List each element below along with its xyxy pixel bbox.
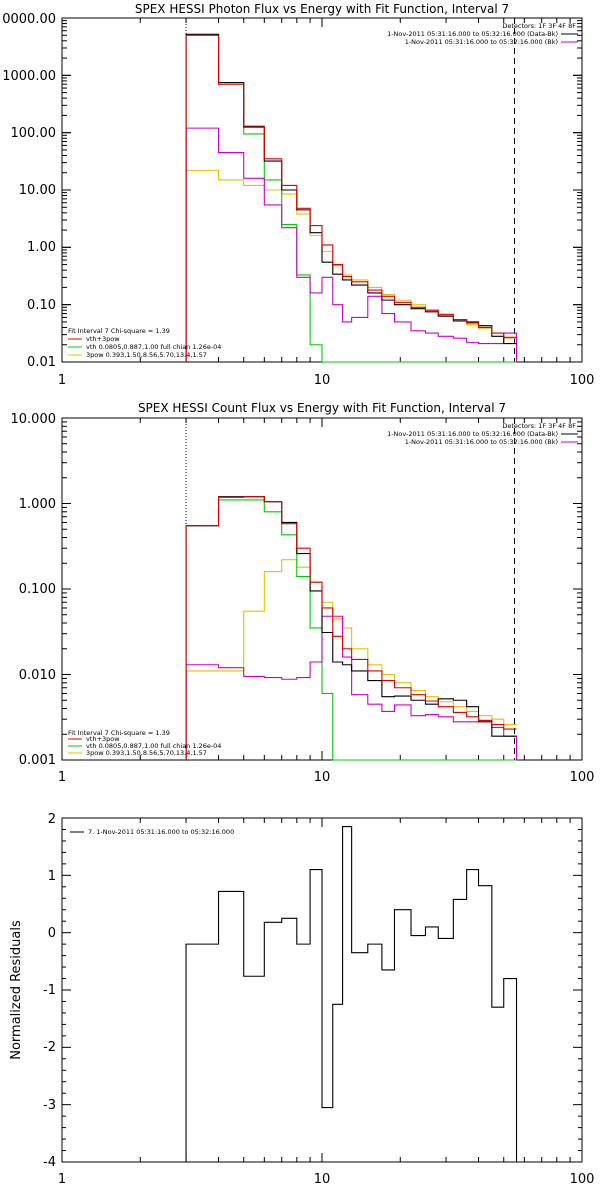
residuals-ytick-5: 1 [48, 869, 56, 884]
count-flux-legend-pow: 3pow 0.393,1.50,8.56,5.70,13.4,1.57 [86, 749, 207, 757]
count-flux-xtick-100: 100 [570, 770, 595, 785]
count-flux-series-total [185, 496, 517, 760]
count-flux-legend-data-bk: 1-Nov-2011 05:31:16.000 to 05:32:16.000 … [387, 430, 558, 438]
photon-flux-legend-bk: 1-Nov-2011 05:31:16.000 to 05:32:16.000 … [405, 38, 558, 46]
photon-flux-ytick-2: 1.00 [27, 240, 56, 255]
photon-flux-ytick-5: 1000.00 [2, 69, 56, 84]
residuals-ytick-3: -1 [43, 983, 56, 998]
count-flux-ytick-1: 0.010 [19, 668, 56, 683]
photon-flux-legend-detectors: Detectors: 1F 3F 4F 8F [502, 22, 576, 30]
residuals-ytick-4: 0 [48, 926, 56, 941]
residuals-ytick-0: -4 [43, 1155, 56, 1170]
residuals-legend: 7. 1-Nov-2011 05:31:16.000 to 05:32:16.0… [88, 828, 234, 836]
count-flux-ticks [61, 417, 583, 761]
photon-flux-series-total [185, 34, 517, 362]
count-flux-ytick-0: 0.001 [19, 753, 56, 768]
count-flux-legend-total: vth+3pow [86, 735, 120, 743]
count-flux-xtick-10: 10 [314, 770, 331, 785]
photon-flux-legend-pow: 3pow 0.393,1.50,8.56,5.70,13.4,1.57 [86, 351, 207, 359]
count-flux-series [185, 418, 518, 761]
residuals-series-resid [185, 826, 518, 1162]
photon-flux-series [185, 18, 518, 363]
count-flux-panel: SPEX HESSI Count Flux vs Energy with Fit… [11, 401, 595, 785]
photon-flux-plot-frame [61, 17, 583, 363]
residuals-xtick-1: 1 [58, 1172, 66, 1187]
photon-flux-legend-data-bk: 1-Nov-2011 05:31:16.000 to 05:32:16.000 … [387, 30, 558, 38]
count-flux-ytick-2: 0.100 [19, 582, 56, 597]
photon-flux-ytick-4: 100.00 [11, 126, 57, 141]
residuals-ylabel: Normalized Residuals [9, 920, 24, 1060]
photon-flux-series-data [185, 33, 517, 362]
photon-flux-ytick-1: 0.10 [27, 298, 56, 313]
count-flux-legend-bk: 1-Nov-2011 05:31:16.000 to 05:32:16.000 … [405, 438, 558, 446]
photon-flux-legend-total: vth+3pow [86, 335, 120, 343]
residuals-ytick-2: -2 [43, 1040, 56, 1055]
residuals-ytick-1: -3 [43, 1098, 56, 1113]
photon-flux-series-bk [185, 127, 518, 362]
photon-flux-series-pow [185, 169, 517, 362]
photon-flux-ytick-3: 10.00 [19, 183, 56, 198]
photon-flux-title: SPEX HESSI Photon Flux vs Energy with Fi… [135, 2, 509, 16]
count-flux-legend-vth: vth 0.0805,0.887,1.00 full chian 1.26e-0… [86, 742, 221, 750]
count-flux-ytick-3: 1.000 [19, 497, 56, 512]
residuals-ticks [61, 817, 583, 1163]
count-flux-ytick-4: 10.000 [11, 412, 57, 427]
photon-flux-legend-fit-interval: Fit Interval 7 Chi-square = 1.39 [68, 327, 170, 335]
photon-flux-ytick-6: 0000.00 [2, 12, 56, 27]
photon-flux-xtick-100: 100 [570, 373, 595, 388]
photon-flux-ticks [61, 17, 583, 363]
residuals-xtick-10: 10 [314, 1172, 331, 1187]
photon-flux-ytick-0: 0.01 [27, 355, 56, 370]
count-flux-title: SPEX HESSI Count Flux vs Energy with Fit… [138, 401, 506, 415]
residuals-xtick-100: 100 [570, 1172, 595, 1187]
count-flux-series-pow [185, 559, 517, 760]
count-flux-legend-fit-interval: Fit Interval 7 Chi-square = 1.39 [68, 729, 170, 737]
photon-flux-xtick-10: 10 [314, 373, 331, 388]
count-flux-xtick-1: 1 [58, 770, 66, 785]
photon-flux-panel: SPEX HESSI Photon Flux vs Energy with Fi… [2, 2, 594, 388]
count-flux-legend-detectors: Detectors: 1F 3F 4F 8F [502, 422, 576, 430]
photon-flux-legend-vth: vth 0.0805,0.887,1.00 full chian 1.26e-0… [86, 343, 221, 351]
residuals-panel: Normalized Residuals -4 -3 -2 -1 0 1 2 1… [9, 812, 594, 1187]
count-flux-series-bk [185, 615, 518, 760]
residuals-ytick-6: 2 [48, 812, 56, 827]
photon-flux-series-vth [185, 34, 517, 363]
photon-flux-xtick-1: 1 [58, 373, 66, 388]
residuals-series [185, 826, 518, 1162]
